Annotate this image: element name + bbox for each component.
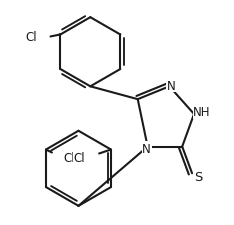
Text: Cl: Cl [64, 151, 76, 164]
Text: N: N [142, 142, 151, 155]
Text: S: S [194, 170, 202, 183]
Text: Cl: Cl [25, 31, 37, 44]
Text: N: N [167, 79, 176, 92]
Text: NH: NH [193, 106, 211, 119]
Text: Cl: Cl [73, 151, 85, 164]
